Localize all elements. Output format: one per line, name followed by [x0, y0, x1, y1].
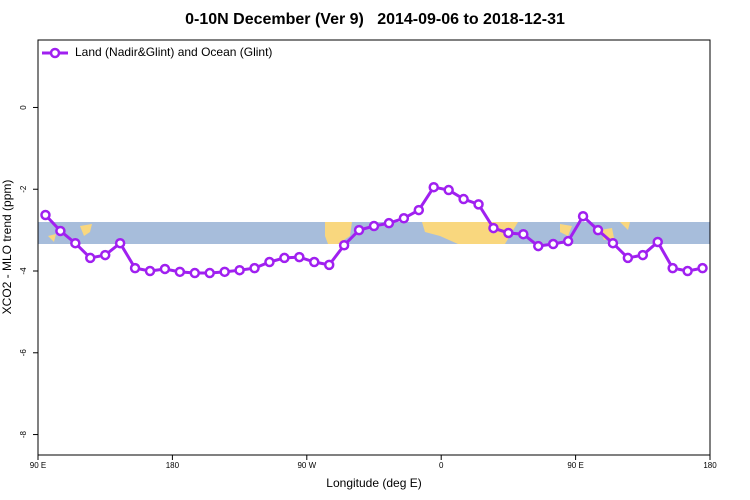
data-point [413, 204, 425, 216]
data-point [144, 265, 156, 277]
plot-frame [37, 39, 711, 456]
data-point [547, 238, 559, 250]
data-point [443, 184, 454, 196]
data-point [40, 209, 51, 221]
data-point [338, 240, 350, 251]
data-point [652, 236, 663, 248]
data-point [55, 225, 66, 237]
data-point [533, 240, 544, 252]
data-point [577, 210, 589, 222]
data-point [204, 267, 215, 279]
y-tick-label: -4 [19, 267, 28, 275]
data-point [129, 262, 141, 274]
data-point [234, 264, 245, 276]
x-tick-label: 180 [703, 461, 717, 470]
data-point [264, 256, 275, 268]
y-tick-label: -2 [19, 185, 28, 193]
data-point [473, 199, 484, 210]
data-point [622, 252, 634, 264]
data-point [503, 227, 514, 239]
data-point [294, 251, 305, 263]
x-tick-label: 90 E [567, 461, 583, 470]
data-point [114, 237, 126, 249]
data-point [383, 217, 395, 229]
legend: Land (Nadir&Glint) and Ocean (Glint) [42, 45, 272, 59]
data-point [607, 237, 619, 249]
data-point [249, 262, 260, 274]
x-tick-label: 90 W [297, 461, 316, 470]
legend-label: Land (Nadir&Glint) and Ocean (Glint) [75, 45, 272, 59]
data-point [189, 267, 201, 279]
data-point [592, 224, 604, 236]
x-tick-label: 0 [439, 461, 444, 470]
data-point [174, 266, 186, 278]
x-axis-label: Longitude (deg E) [326, 476, 421, 490]
legend-marker [49, 47, 61, 59]
y-tick-label: 0 [19, 105, 28, 110]
data-point [85, 252, 96, 264]
data-point [159, 263, 171, 275]
data-point [697, 262, 708, 274]
chart-title: 0-10N December (Ver 9) 2014-09-06 to 201… [185, 11, 565, 28]
x-tick-label: 180 [166, 461, 180, 470]
x-tick-label: 90 E [30, 461, 46, 470]
data-point [279, 252, 290, 264]
data-point [219, 266, 230, 278]
data-point [682, 265, 693, 277]
data-point [518, 228, 529, 240]
y-axis-label: XCO2 - MLO trend (ppm) [0, 180, 14, 315]
data-point [398, 213, 410, 224]
data-point [99, 249, 111, 261]
data-point [637, 249, 649, 261]
data-point [428, 181, 439, 193]
data-point [309, 256, 320, 268]
data-point [368, 220, 380, 232]
data-point [458, 193, 469, 205]
y-tick-label: -6 [19, 349, 28, 357]
data-point [562, 235, 574, 247]
data-point [70, 237, 81, 249]
data-point [353, 224, 365, 236]
data-point [667, 262, 678, 274]
data-point [488, 222, 499, 234]
y-tick-label: -8 [19, 430, 28, 438]
data-point [323, 259, 335, 271]
